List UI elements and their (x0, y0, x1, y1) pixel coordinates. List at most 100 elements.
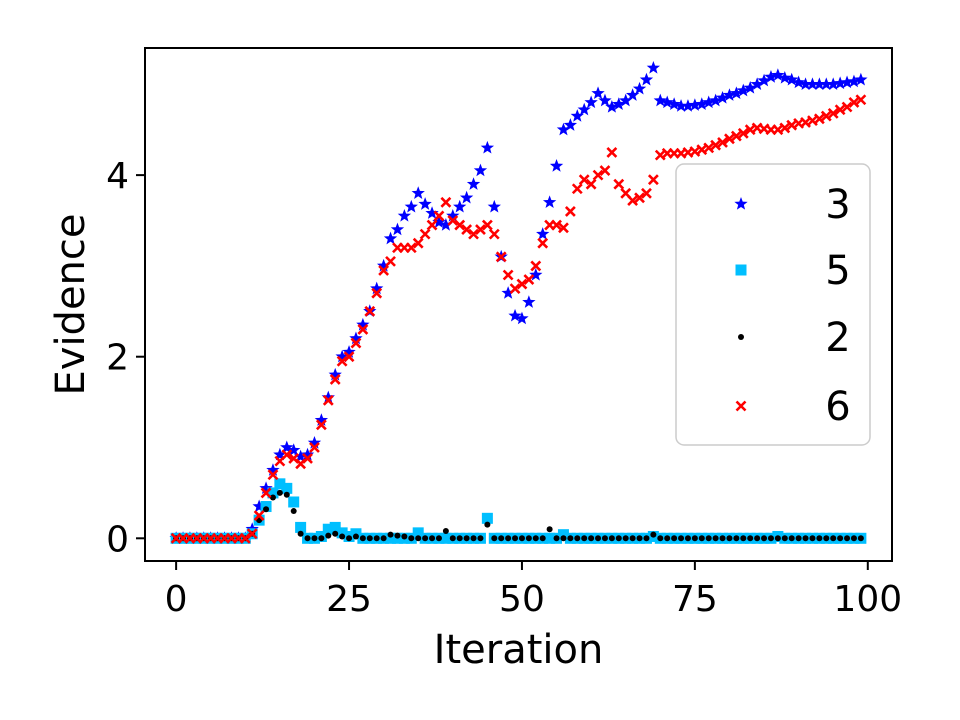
data-point-series-2 (650, 531, 657, 538)
data-point-series-2 (844, 535, 851, 542)
data-point-series-6 (364, 305, 376, 317)
data-point-series-2 (276, 489, 283, 496)
data-point-series-6 (578, 174, 590, 186)
data-point-series-3 (390, 222, 405, 236)
data-point-series-6 (385, 255, 396, 267)
data-point-series-2 (615, 535, 622, 542)
data-point-series-6 (481, 219, 493, 231)
data-point-series-3 (522, 295, 536, 308)
data-point-series-6 (440, 196, 452, 208)
x-tick-label: 75 (672, 579, 718, 620)
data-point-series-2 (525, 535, 532, 542)
data-point-series-2 (761, 535, 768, 542)
data-point-series-3 (715, 90, 730, 104)
data-point-series-3 (625, 88, 640, 101)
data-point-series-2 (339, 533, 346, 540)
data-point-series-5 (544, 532, 556, 544)
data-point-series-3 (591, 86, 605, 100)
data-point-series-3 (335, 349, 349, 363)
data-point-series-2 (560, 535, 567, 542)
data-point-series-6 (322, 394, 334, 406)
data-point-series-2 (823, 535, 830, 542)
x-tick-label: 50 (499, 579, 545, 620)
data-point-series-2 (795, 535, 802, 542)
data-point-series-3 (605, 100, 619, 113)
data-point-series-6 (647, 174, 659, 186)
data-point-series-2 (318, 535, 325, 542)
data-point-series-6 (502, 269, 514, 281)
data-point-series-3 (529, 267, 543, 281)
legend-label: 2 (825, 315, 850, 361)
data-point-series-3 (598, 93, 612, 107)
legend-marker-series-3 (734, 197, 748, 210)
data-point-series-6 (495, 251, 507, 263)
data-point-series-2 (380, 535, 387, 542)
legend-label: 3 (825, 182, 850, 228)
data-point-series-3 (833, 76, 847, 90)
data-point-series-6 (813, 113, 825, 125)
data-point-series-3 (376, 258, 391, 272)
legend: 3 5 2 6 (675, 163, 871, 446)
data-point-series-6 (419, 228, 431, 240)
data-point-series-3 (287, 443, 301, 456)
data-point-series-2 (726, 535, 733, 542)
data-point-series-2 (470, 535, 477, 542)
data-point-series-2 (512, 535, 519, 542)
data-point-series-5 (267, 487, 279, 499)
data-point-series-2 (608, 535, 615, 542)
data-point-series-2 (297, 530, 304, 537)
data-point-series-6 (509, 283, 521, 295)
data-point-series-3 (757, 73, 771, 87)
data-point-series-3 (397, 208, 412, 222)
data-point-series-3 (307, 435, 322, 449)
data-point-series-6 (426, 219, 438, 231)
data-point-series-3 (446, 208, 460, 222)
data-point-series-2 (857, 535, 864, 542)
data-point-series-2 (574, 535, 581, 542)
y-tick-label: 0 (106, 519, 129, 560)
data-point-series-2 (505, 535, 512, 542)
data-point-series-3 (473, 163, 488, 177)
data-point-series-3 (819, 77, 833, 90)
data-point-series-2 (567, 535, 574, 542)
data-point-series-2 (263, 506, 270, 513)
data-point-series-2 (788, 535, 795, 542)
data-point-series-5 (322, 523, 334, 535)
data-point-series-3 (404, 199, 418, 213)
data-point-series-2 (830, 535, 837, 542)
data-point-series-5 (274, 478, 286, 490)
series-3 (169, 60, 868, 544)
data-point-series-3 (570, 109, 584, 122)
data-point-series-5 (336, 527, 348, 539)
data-point-series-6 (523, 274, 535, 285)
data-point-series-6 (315, 419, 327, 431)
data-point-series-3 (259, 481, 273, 495)
data-point-series-5 (295, 521, 307, 533)
data-point-series-3 (722, 88, 737, 101)
data-point-series-6 (841, 101, 853, 113)
data-point-series-6 (710, 139, 722, 151)
data-point-series-3 (688, 98, 702, 111)
data-point-series-5 (288, 496, 300, 508)
data-point-series-6 (827, 107, 839, 119)
data-point-series-3 (674, 99, 688, 112)
data-point-series-3 (411, 186, 425, 199)
legend-marker-series-5 (735, 264, 747, 276)
data-point-series-6 (737, 127, 749, 139)
data-point-series-2 (747, 535, 754, 542)
data-point-series-6 (641, 187, 652, 199)
data-point-series-3 (328, 367, 342, 381)
legend-box (675, 163, 871, 446)
data-point-series-3 (300, 447, 315, 461)
data-point-series-2 (304, 535, 311, 542)
data-point-series-3 (459, 190, 474, 204)
data-point-series-2 (352, 533, 359, 540)
data-point-series-2 (850, 535, 857, 542)
data-point-series-6 (246, 528, 258, 540)
data-point-series-3 (556, 122, 571, 136)
data-point-series-2 (463, 535, 470, 542)
data-point-series-2 (373, 535, 380, 542)
legend-marker-series-6 (735, 400, 747, 412)
data-point-series-2 (442, 528, 449, 535)
